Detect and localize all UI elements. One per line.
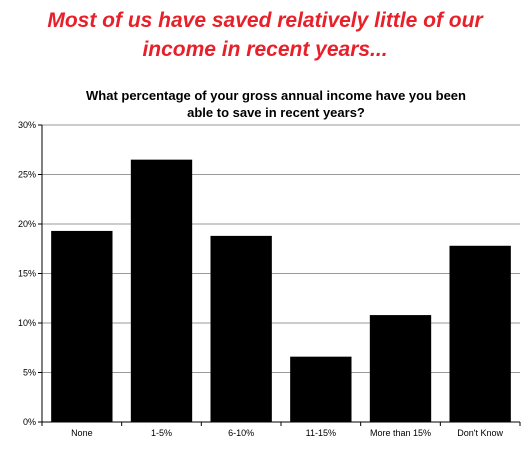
chart-title-line-2: able to save in recent years? [187, 105, 365, 120]
chart-title-line-1: What percentage of your gross annual inc… [86, 88, 466, 103]
y-tick-label: 25% [18, 170, 36, 180]
x-category-label: 6-10% [228, 428, 254, 438]
bar [369, 315, 432, 422]
y-tick-label: 5% [23, 368, 36, 378]
headline-line-2: income in recent years... [142, 38, 388, 61]
bar [210, 235, 272, 422]
x-category-label: None [71, 428, 93, 438]
x-category-label: 11-15% [306, 428, 336, 438]
gridlines [42, 124, 520, 373]
chart-title: What percentage of your gross annual inc… [86, 88, 466, 120]
x-category-label: Don't Know [457, 428, 503, 438]
headline: Most of us have saved relatively little … [0, 6, 530, 64]
y-axis: 0% 5% 10% 15% 20% 25% 30% [18, 120, 43, 427]
x-category-label: More than 15% [370, 428, 431, 438]
y-tick-label: 20% [18, 219, 36, 229]
bar [130, 159, 193, 422]
x-category-label: 1-5% [151, 428, 172, 438]
y-tick-label: 10% [18, 318, 36, 328]
y-tick-label: 15% [18, 269, 36, 279]
bar [51, 230, 113, 422]
x-axis: None 1-5% 6-10% 11-15% More than 15% Don't Kn… [41, 421, 521, 438]
bars [51, 159, 511, 422]
y-tick-label: 0% [23, 417, 36, 427]
headline-line-1: Most of us have saved relatively little … [47, 9, 483, 32]
bar [449, 245, 511, 422]
bar [290, 356, 352, 422]
y-tick-label: 30% [18, 120, 36, 130]
